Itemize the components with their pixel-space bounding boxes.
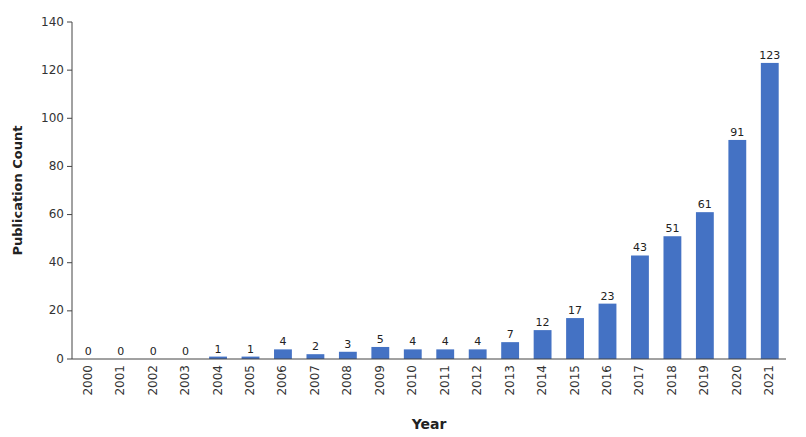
bar bbox=[469, 349, 487, 359]
bars bbox=[209, 63, 779, 359]
data-label: 23 bbox=[601, 290, 615, 303]
data-labels: 0000114235444712172343516191123 bbox=[85, 49, 781, 358]
data-label: 123 bbox=[759, 49, 780, 62]
data-label: 0 bbox=[117, 345, 124, 358]
y-tick bbox=[67, 22, 72, 23]
bar bbox=[663, 236, 681, 359]
x-tick-label: 2000 bbox=[81, 365, 95, 396]
x-axis-line bbox=[72, 359, 786, 360]
x-tick-label: 2019 bbox=[697, 365, 711, 396]
x-axis-label: Year bbox=[411, 416, 447, 432]
data-label: 1 bbox=[247, 343, 254, 356]
data-label: 1 bbox=[215, 343, 222, 356]
x-tick-label: 2007 bbox=[308, 365, 322, 396]
bar bbox=[436, 349, 454, 359]
data-label: 51 bbox=[665, 222, 679, 235]
bar bbox=[404, 349, 422, 359]
bar bbox=[274, 349, 292, 359]
x-tick-label: 2008 bbox=[340, 365, 354, 396]
data-label: 4 bbox=[442, 335, 449, 348]
bar bbox=[371, 347, 389, 359]
x-tick-label: 2014 bbox=[535, 365, 549, 396]
y-tick bbox=[67, 166, 72, 167]
bar bbox=[501, 342, 519, 359]
y-tick bbox=[67, 310, 72, 311]
x-tick-label: 2002 bbox=[146, 365, 160, 396]
x-tick-label: 2013 bbox=[503, 365, 517, 396]
y-tick-label: 60 bbox=[49, 207, 64, 221]
x-tick-label: 2017 bbox=[632, 365, 646, 396]
x-tick-label: 2006 bbox=[275, 365, 289, 396]
y-axis-line bbox=[72, 22, 73, 359]
data-label: 0 bbox=[150, 345, 157, 358]
y-tick-label: 40 bbox=[49, 255, 64, 269]
data-label: 3 bbox=[344, 338, 351, 351]
bar bbox=[696, 212, 714, 359]
bar bbox=[631, 255, 649, 359]
x-tick-label: 2005 bbox=[243, 365, 257, 396]
data-label: 91 bbox=[730, 126, 744, 139]
data-label: 43 bbox=[633, 241, 647, 254]
x-tick-label: 2011 bbox=[438, 365, 452, 396]
bar bbox=[339, 352, 357, 359]
x-tick-label: 2010 bbox=[405, 365, 419, 396]
bar bbox=[761, 63, 779, 359]
data-label: 5 bbox=[377, 333, 384, 346]
x-tick-label: 2003 bbox=[178, 365, 192, 396]
bar bbox=[728, 140, 746, 359]
data-label: 0 bbox=[85, 345, 92, 358]
x-tick-label: 2015 bbox=[568, 365, 582, 396]
axes: 0204060801001201402000200120022003200420… bbox=[41, 15, 786, 396]
y-tick-label: 100 bbox=[41, 111, 64, 125]
y-tick bbox=[67, 359, 72, 360]
data-label: 61 bbox=[698, 198, 712, 211]
x-tick-label: 2009 bbox=[373, 365, 387, 396]
x-tick-label: 2018 bbox=[665, 365, 679, 396]
x-tick-label: 2012 bbox=[470, 365, 484, 396]
data-label: 4 bbox=[474, 335, 481, 348]
x-tick-label: 2016 bbox=[600, 365, 614, 396]
bar bbox=[599, 304, 617, 359]
data-label: 17 bbox=[568, 304, 582, 317]
x-tick-label: 2020 bbox=[730, 365, 744, 396]
y-tick-label: 120 bbox=[41, 63, 64, 77]
y-tick bbox=[67, 118, 72, 119]
bar bbox=[306, 354, 324, 359]
y-tick-label: 80 bbox=[49, 159, 64, 173]
data-label: 0 bbox=[182, 345, 189, 358]
data-label: 4 bbox=[279, 335, 286, 348]
data-label: 7 bbox=[507, 328, 514, 341]
y-tick bbox=[67, 70, 72, 71]
x-tick-label: 2021 bbox=[762, 365, 776, 396]
data-label: 4 bbox=[409, 335, 416, 348]
bar bbox=[566, 318, 584, 359]
y-axis-label: Publication Count bbox=[10, 125, 25, 255]
data-label: 2 bbox=[312, 340, 319, 353]
data-label: 12 bbox=[536, 316, 550, 329]
chart: 0000114235444712172343516191123020406080… bbox=[0, 0, 806, 437]
y-tick-label: 140 bbox=[41, 15, 64, 29]
x-tick-label: 2001 bbox=[113, 365, 127, 396]
y-tick bbox=[67, 262, 72, 263]
x-tick-label: 2004 bbox=[211, 365, 225, 396]
y-tick-label: 0 bbox=[56, 352, 64, 366]
bar bbox=[534, 330, 552, 359]
y-tick-label: 20 bbox=[49, 303, 64, 317]
y-tick bbox=[67, 214, 72, 215]
